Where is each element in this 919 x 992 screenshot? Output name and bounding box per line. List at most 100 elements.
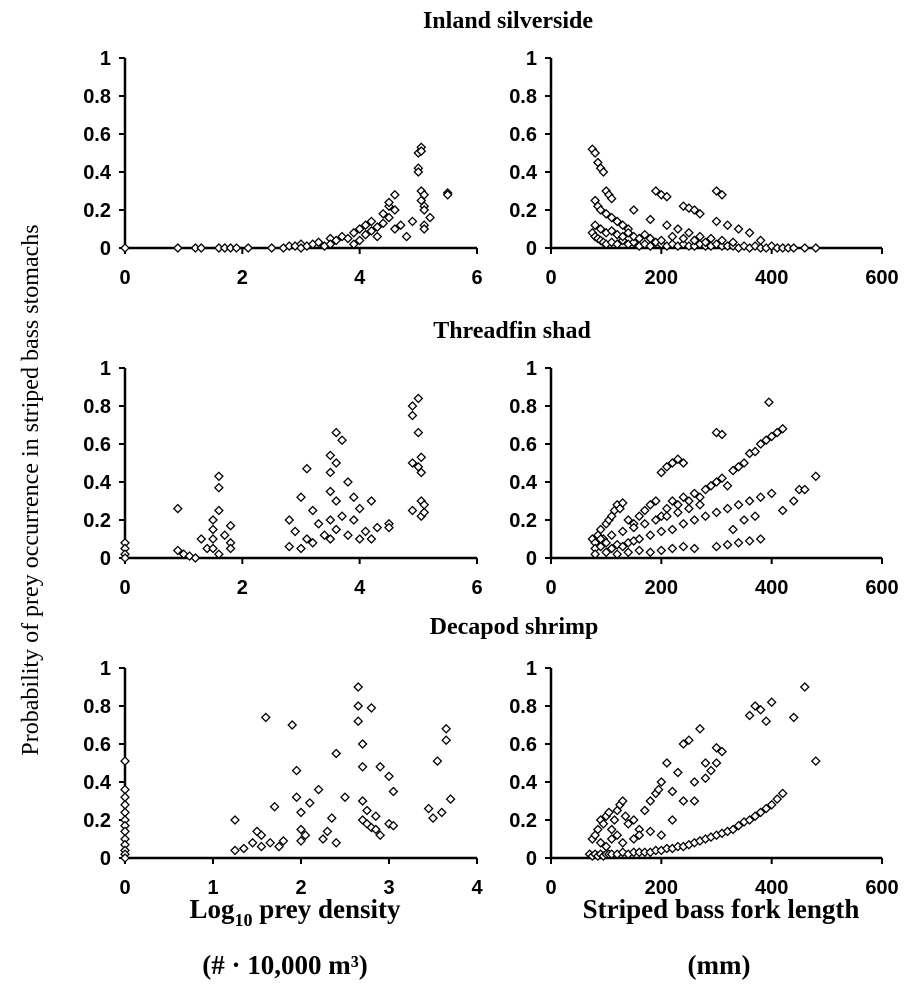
data-point bbox=[389, 189, 400, 200]
data-point bbox=[678, 796, 689, 806]
data-point bbox=[755, 704, 766, 715]
data-point bbox=[291, 792, 302, 803]
data-point bbox=[372, 231, 383, 242]
data-point bbox=[617, 796, 628, 806]
data-point bbox=[601, 537, 612, 548]
data-point bbox=[661, 220, 672, 231]
data-point bbox=[772, 794, 783, 805]
y-tick-label: 0.6 bbox=[509, 124, 537, 146]
data-point bbox=[683, 203, 694, 214]
data-point bbox=[623, 818, 634, 829]
y-tick-label: 0.8 bbox=[83, 86, 111, 108]
x-tick-label: 6 bbox=[471, 577, 482, 599]
data-point bbox=[325, 239, 336, 250]
data-point bbox=[645, 241, 656, 252]
data-point bbox=[423, 803, 434, 814]
data-point bbox=[238, 843, 249, 854]
data-point bbox=[601, 547, 612, 558]
data-point bbox=[788, 712, 799, 723]
data-point bbox=[225, 520, 236, 531]
data-point bbox=[750, 511, 761, 522]
data-point bbox=[678, 541, 689, 552]
data-point bbox=[441, 723, 452, 734]
data-point bbox=[799, 484, 810, 495]
y-tick-label: 0 bbox=[100, 238, 111, 260]
x-tick-label: 600 bbox=[865, 577, 898, 599]
scatter-panel-1: 0 0.2 0.4 0.6 0.8 1 0 2 4 6 bbox=[83, 48, 482, 289]
data-point bbox=[360, 526, 371, 537]
data-point bbox=[307, 537, 318, 548]
data-point bbox=[595, 534, 606, 544]
data-point bbox=[300, 830, 311, 841]
data-point bbox=[650, 515, 661, 525]
data-point bbox=[389, 224, 400, 234]
data-point bbox=[656, 545, 667, 556]
data-point bbox=[416, 146, 427, 157]
x-tick-label: 0 bbox=[545, 577, 556, 599]
data-point bbox=[617, 837, 628, 848]
y-tick-label: 0.8 bbox=[509, 396, 537, 418]
data-point bbox=[689, 543, 700, 554]
data-point bbox=[667, 496, 678, 506]
x-tick-label: 0 bbox=[119, 877, 130, 899]
data-point bbox=[606, 225, 617, 236]
data-point bbox=[744, 227, 755, 238]
x-tick-label: 400 bbox=[755, 267, 788, 289]
data-point bbox=[590, 220, 601, 231]
data-point bbox=[331, 235, 342, 246]
data-point bbox=[728, 465, 738, 476]
data-point bbox=[231, 243, 242, 253]
data-point bbox=[750, 446, 761, 457]
y-tick-label: 1 bbox=[526, 658, 537, 680]
data-point bbox=[645, 547, 656, 558]
data-point bbox=[606, 530, 617, 541]
data-point bbox=[700, 773, 711, 784]
y-tick-label: 0.2 bbox=[83, 200, 111, 222]
data-point bbox=[366, 496, 377, 506]
data-point bbox=[799, 243, 810, 253]
data-point bbox=[172, 545, 183, 556]
data-point bbox=[325, 450, 336, 461]
x-tick-label: 3 bbox=[383, 877, 394, 899]
data-point bbox=[360, 229, 371, 240]
data-point bbox=[810, 756, 821, 767]
data-point bbox=[667, 786, 678, 797]
data-point bbox=[617, 497, 628, 508]
data-point bbox=[755, 807, 766, 818]
data-point bbox=[722, 220, 733, 231]
data-point bbox=[256, 830, 267, 841]
data-point bbox=[120, 243, 130, 253]
data-point bbox=[672, 767, 683, 778]
data-point bbox=[772, 427, 783, 438]
data-point bbox=[612, 549, 623, 560]
y-tick-label: 1 bbox=[100, 358, 111, 380]
data-point bbox=[366, 702, 377, 713]
data-point bbox=[331, 837, 342, 848]
data-point bbox=[595, 224, 606, 234]
data-point bbox=[337, 231, 347, 242]
data-point bbox=[325, 534, 336, 544]
data-point bbox=[287, 720, 298, 730]
data-point bbox=[313, 237, 324, 248]
data-point bbox=[667, 239, 678, 250]
y-tick-label: 0.4 bbox=[509, 772, 538, 794]
data-point bbox=[700, 511, 711, 522]
data-point bbox=[634, 534, 645, 544]
x-axis-label-left-line1: Log10 prey density bbox=[189, 894, 401, 930]
data-point bbox=[628, 834, 639, 844]
data-point bbox=[667, 815, 678, 825]
data-point bbox=[678, 458, 689, 468]
data-point bbox=[706, 233, 716, 244]
y-tick-label: 0.6 bbox=[509, 734, 537, 756]
data-point bbox=[728, 524, 738, 535]
data-point bbox=[766, 241, 777, 252]
data-point bbox=[623, 227, 634, 238]
data-point bbox=[761, 716, 772, 727]
data-point bbox=[296, 807, 306, 818]
data-point bbox=[172, 243, 183, 253]
x-tick-label: 200 bbox=[645, 267, 678, 289]
data-point bbox=[340, 792, 350, 803]
data-point bbox=[689, 205, 700, 215]
data-point bbox=[634, 545, 645, 556]
data-point bbox=[689, 777, 700, 787]
